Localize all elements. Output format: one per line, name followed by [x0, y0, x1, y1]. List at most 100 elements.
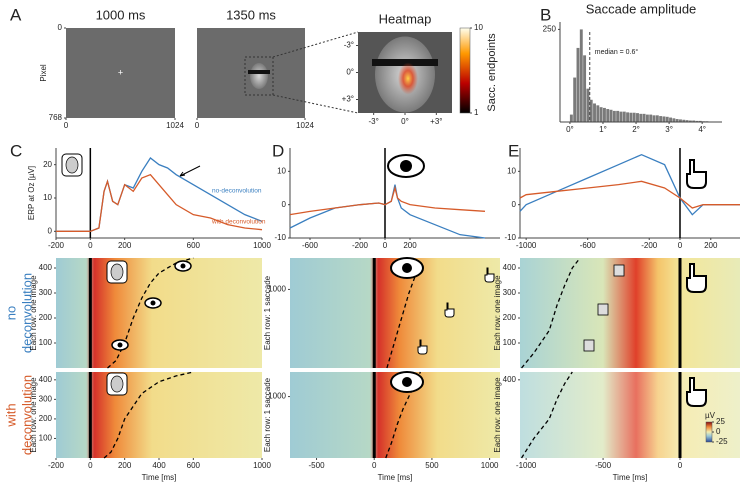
y-tick-label: 0 — [512, 200, 517, 209]
eye-icon — [174, 260, 192, 272]
y-tick-label: 1000 — [268, 392, 286, 401]
bar — [629, 112, 633, 122]
y-tick-label: 20 — [43, 160, 52, 169]
x-tick-label: 200 — [118, 241, 132, 250]
x-tick-label: 1000 — [253, 241, 271, 250]
x-axis-label: Time [ms] — [378, 473, 413, 482]
series-line — [56, 173, 263, 232]
y-tick-label: 0 — [48, 226, 53, 235]
zoom-line — [272, 94, 359, 114]
bar — [609, 109, 613, 122]
curve — [520, 371, 573, 459]
y-tick-label: 0 — [58, 23, 63, 32]
x-tick-label: -500 — [595, 461, 612, 470]
bar — [632, 112, 636, 122]
series-line — [289, 184, 486, 239]
x-tick-label: 200 — [118, 461, 132, 470]
x-tick-label: -200 — [352, 241, 369, 250]
x-tick-label: 1024 — [296, 121, 314, 130]
x-tick-label: 0 — [678, 241, 683, 250]
bar — [688, 120, 692, 122]
eye-icon — [387, 154, 425, 178]
bar — [685, 120, 689, 122]
bar — [576, 47, 580, 122]
x-tick-label: 3° — [665, 125, 673, 134]
face-bar — [372, 59, 438, 66]
series-label: with deconvolution — [211, 219, 266, 226]
x-tick-label: 0 — [88, 241, 93, 250]
y-axis-label: Each row: 1 saccade — [263, 275, 272, 350]
colorbar-tick-label: 10 — [474, 23, 483, 32]
x-tick-label: 1000 — [481, 461, 499, 470]
row-label: with — [3, 403, 18, 427]
bar — [606, 109, 610, 122]
y-tick-label: 768 — [49, 113, 63, 122]
x-tick-label: -3° — [369, 117, 379, 126]
x-tick-label: 600 — [187, 241, 201, 250]
row-label: deconvolution — [19, 375, 34, 455]
face — [250, 63, 268, 89]
bar — [655, 115, 659, 122]
x-tick-label: 0 — [678, 461, 683, 470]
x-tick-label: 0° — [566, 125, 574, 134]
series-line — [289, 185, 486, 216]
y-tick-label: 100 — [39, 434, 53, 443]
y-tick-label: 0° — [346, 68, 354, 77]
face-icon — [106, 372, 128, 396]
y-tick-label: 400 — [503, 263, 517, 272]
y-axis-label: Each row: 1 saccade — [263, 377, 272, 452]
x-tick-label: 200 — [704, 241, 718, 250]
x-tick-label: -600 — [302, 241, 319, 250]
screen — [66, 28, 175, 118]
bar — [586, 88, 590, 122]
x-tick-label: 0 — [88, 461, 93, 470]
y-tick-label: -10 — [504, 233, 516, 242]
x-tick-label: -200 — [48, 461, 65, 470]
y-tick-label: 300 — [503, 288, 517, 297]
bar — [583, 55, 587, 123]
x-tick-label: 4° — [698, 125, 706, 134]
x-tick-label: 0° — [401, 117, 409, 126]
chart-title: Heatmap — [379, 11, 432, 26]
arrow — [179, 165, 201, 177]
eye-icon — [144, 297, 162, 309]
y-tick-label: -3° — [344, 41, 354, 50]
bar — [659, 116, 663, 122]
bar — [589, 99, 593, 122]
heatmap — [56, 372, 262, 458]
y-tick-label: 300 — [39, 394, 53, 403]
y-tick-label: 400 — [39, 375, 53, 384]
chart-title: 1000 ms — [96, 7, 146, 22]
hand-icon — [686, 377, 707, 407]
x-tick-label: 0 — [64, 121, 69, 130]
icons — [61, 153, 707, 407]
zoom-line — [272, 31, 359, 58]
y-axis-label: Pixel — [39, 64, 48, 82]
bar — [639, 113, 643, 122]
heatmap — [290, 258, 500, 368]
y-axis-label: Each row: one image — [29, 275, 38, 351]
y-axis-label: Each row: one image — [29, 377, 38, 453]
bar — [682, 119, 686, 122]
heatmap — [56, 258, 262, 368]
y-tick-label: 400 — [503, 375, 517, 384]
median-label: median = 0.6° — [595, 48, 639, 56]
x-tick-label: -1000 — [516, 241, 537, 250]
bar — [662, 116, 666, 122]
x-axis-label: Time [ms] — [613, 473, 648, 482]
bar — [649, 114, 653, 122]
x-tick-label: 200 — [403, 241, 417, 250]
y-tick-label: 200 — [39, 313, 53, 322]
colorbar-tick-label: 0 — [716, 427, 721, 436]
y-axis-label: Each row: one image — [493, 275, 502, 351]
colorbar — [705, 421, 713, 443]
curve — [107, 257, 194, 369]
row-label: deconvolution — [19, 273, 34, 353]
bar — [579, 29, 583, 122]
bar — [679, 119, 682, 122]
hotspot — [398, 62, 418, 95]
y-tick-label: 100 — [503, 338, 517, 347]
hand-icon — [417, 267, 495, 355]
